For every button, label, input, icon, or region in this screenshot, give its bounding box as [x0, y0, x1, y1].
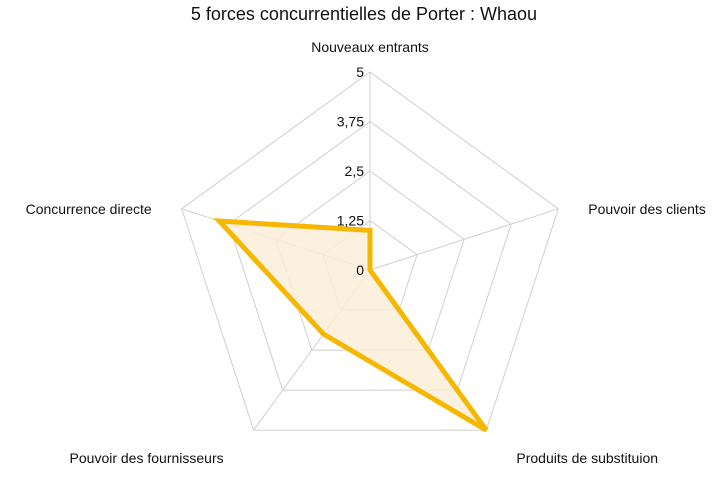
- tick-label-3: 3,75: [337, 114, 364, 130]
- category-label-1: Pouvoir des clients: [588, 201, 706, 217]
- category-label-2: Produits de substituion: [516, 450, 658, 466]
- radar-category-labels: Nouveaux entrants Pouvoir des clients Prod…: [26, 39, 706, 466]
- grid-ring-3: [228, 120, 512, 391]
- axis-spoke-1: [369, 208, 559, 271]
- category-label-0: Nouveaux entrants: [311, 39, 429, 55]
- tick-label-4: 5: [356, 64, 364, 80]
- radar-series: [213, 218, 489, 433]
- radar-tick-labels: 0 1,25 2,5 3,75 5: [337, 64, 364, 278]
- category-label-3: Pouvoir des fournisseurs: [70, 450, 224, 466]
- tick-label-2: 2,5: [345, 163, 365, 179]
- chart-title: 5 forces concurrentielles de Porter : Wh…: [190, 4, 538, 24]
- grid-ring-4: [181, 71, 559, 431]
- series-area-0: [213, 218, 489, 433]
- tick-label-1: 1,25: [337, 213, 364, 229]
- category-label-4: Concurrence directe: [26, 201, 152, 217]
- tick-label-0: 0: [356, 262, 364, 278]
